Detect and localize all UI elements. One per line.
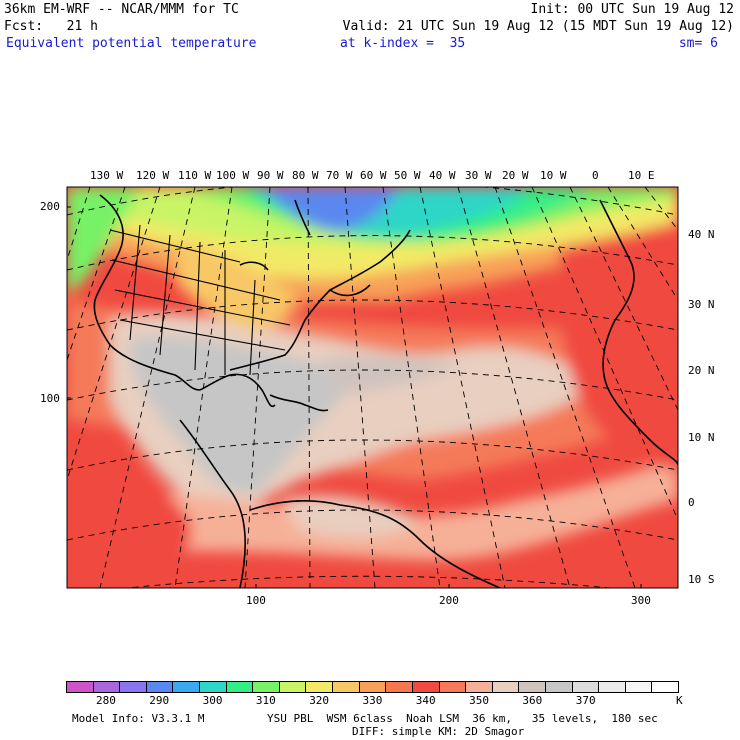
x-label-100: 100: [246, 594, 266, 607]
k-index-level: at k-index = 35: [340, 36, 466, 51]
colorbar-swatch: [412, 682, 440, 692]
colorbar-swatch: [146, 682, 174, 692]
colorbar-swatch: [545, 682, 573, 692]
forecast-hour: Fcst: 21 h: [4, 19, 98, 34]
model-info: Model Info: V3.3.1 M: [72, 712, 205, 725]
x-label-300: 300: [631, 594, 651, 607]
colorbar-label: 360: [522, 694, 543, 707]
lon-label-70w: 70 W: [326, 169, 353, 182]
lon-label-100w: 100 W: [216, 169, 250, 182]
colorbar-swatch: [386, 682, 413, 692]
lon-label-130w: 130 W: [90, 169, 124, 182]
colorbar-unit: K: [676, 694, 683, 707]
lon-label-20w: 20 W: [502, 169, 529, 182]
y-label-100: 100: [40, 392, 60, 405]
colorbar-swatch: [652, 682, 679, 692]
colorbar-swatch: [572, 682, 600, 692]
colorbar-label: 330: [362, 694, 383, 707]
colorbar-swatch: [306, 682, 334, 692]
x-label-200: 200: [439, 594, 459, 607]
lat-label-30n: 30 N: [688, 298, 715, 311]
lon-label-10e: 10 E: [628, 169, 655, 182]
y-label-200: 200: [40, 200, 60, 213]
colorbar-swatch: [492, 682, 520, 692]
colorbar-swatch: [93, 682, 121, 692]
colorbar-label: 290: [149, 694, 170, 707]
lat-label-20n: 20 N: [688, 364, 715, 377]
lat-label-10n: 10 N: [688, 431, 715, 444]
theta-e-field: [67, 187, 678, 588]
colorbar-swatch: [625, 682, 653, 692]
lon-label-40w: 40 W: [429, 169, 456, 182]
model-title: 36km EM-WRF -- NCAR/MMM for TC: [4, 2, 239, 17]
field-name: Equivalent potential temperature: [6, 36, 257, 51]
colorbar-swatch: [173, 682, 201, 692]
colorbar-swatch: [200, 682, 227, 692]
lat-label-10s: 10 S: [688, 573, 715, 586]
lon-label-60w: 60 W: [360, 169, 387, 182]
lon-label-110w: 110 W: [178, 169, 212, 182]
colorbar-label: 340: [415, 694, 436, 707]
init-time: Init: 00 UTC Sun 19 Aug 12: [530, 2, 735, 17]
colorbar-swatch: [599, 682, 626, 692]
lon-label-0: 0: [592, 169, 599, 182]
physics-info: YSU PBL WSM 6class Noah LSM 36 km, 35 le…: [267, 712, 658, 725]
colorbar-swatch: [359, 682, 387, 692]
smoothing-value: sm= 6: [678, 36, 718, 51]
lon-label-50w: 50 W: [394, 169, 421, 182]
lat-label-40n: 40 N: [688, 228, 715, 241]
colorbar-swatch: [253, 682, 280, 692]
colorbar-swatch: [120, 682, 147, 692]
colorbar-label: 370: [575, 694, 596, 707]
lat-lon-grid: [67, 187, 678, 588]
lon-label-10w: 10 W: [540, 169, 567, 182]
lon-label-80w: 80 W: [292, 169, 319, 182]
colorbar-swatch: [519, 682, 546, 692]
colorbar-label: 320: [309, 694, 330, 707]
map-frame: [66, 186, 679, 589]
lon-label-120w: 120 W: [136, 169, 170, 182]
lat-label-0: 0: [688, 496, 695, 509]
lon-label-30w: 30 W: [465, 169, 492, 182]
colorbar: [66, 681, 679, 693]
colorbar-label: 350: [469, 694, 489, 707]
lon-label-90w: 90 W: [257, 169, 284, 182]
colorbar-label: 300: [202, 694, 223, 707]
diffusion-info: DIFF: simple KM: 2D Smagor: [352, 725, 525, 738]
colorbar-swatch: [279, 682, 307, 692]
colorbar-swatch: [439, 682, 467, 692]
axis-ticks: [67, 206, 642, 588]
colorbar-label: 280: [95, 694, 116, 707]
state-borders: [109, 224, 291, 376]
colorbar-label: 310: [255, 694, 276, 707]
coastlines: [93, 194, 678, 588]
colorbar-swatch: [226, 682, 254, 692]
valid-time: Valid: 21 UTC Sun 19 Aug 12 (15 MDT Sun …: [342, 19, 734, 34]
colorbar-swatch: [466, 682, 493, 692]
colorbar-swatch: [333, 682, 360, 692]
colorbar-swatch: [67, 682, 94, 692]
colorbar-labels: 280 290 300 310 320 330 340 350 360 370: [66, 694, 679, 708]
